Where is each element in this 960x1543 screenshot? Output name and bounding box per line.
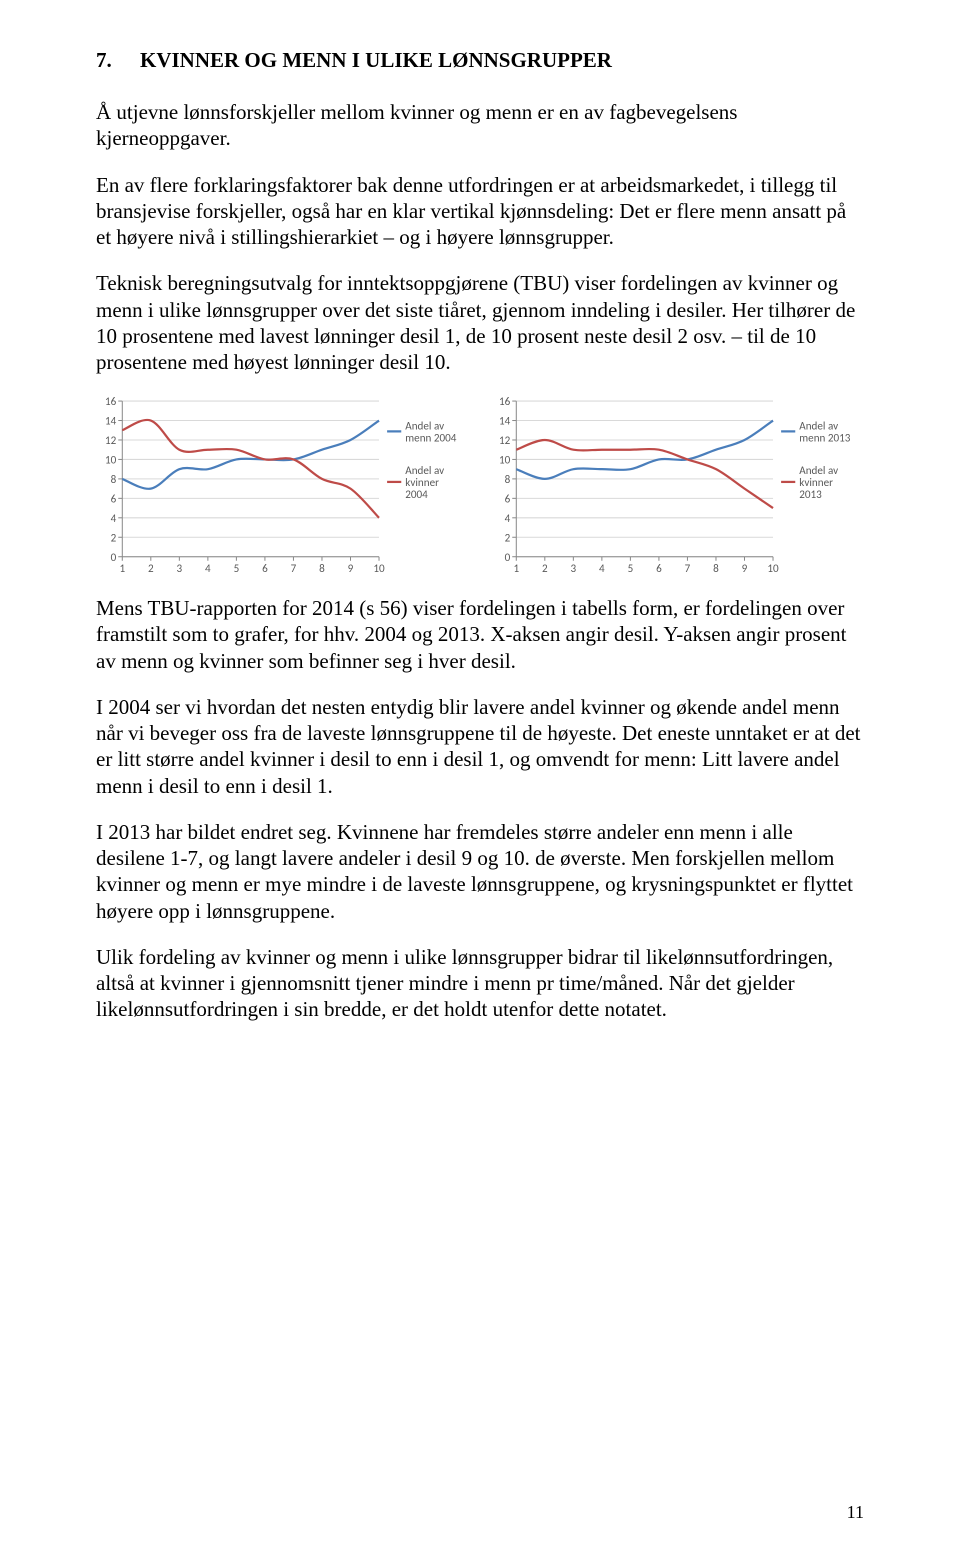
line-chart-svg: 024681012141612345678910Andel avmenn 201… <box>490 395 864 577</box>
x-tick-label: 9 <box>742 561 748 575</box>
x-tick-label: 10 <box>373 561 385 575</box>
y-tick-label: 4 <box>505 511 511 525</box>
x-tick-label: 10 <box>767 561 779 575</box>
chart-2004: 024681012141612345678910Andel avmenn 200… <box>96 395 470 577</box>
paragraph-4: Mens TBU-rapporten for 2014 (s 56) viser… <box>96 595 864 674</box>
page-number: 11 <box>847 1502 864 1523</box>
x-tick-label: 7 <box>685 561 691 575</box>
paragraph-1: Å utjevne lønnsforskjeller mellom kvinne… <box>96 99 864 152</box>
section-heading: 7. KVINNER OG MENN I ULIKE LØNNSGRUPPER <box>96 48 864 73</box>
y-tick-label: 8 <box>505 472 511 486</box>
y-tick-label: 0 <box>505 550 511 564</box>
y-tick-label: 4 <box>111 511 117 525</box>
x-tick-label: 8 <box>713 561 719 575</box>
y-tick-label: 6 <box>505 492 511 506</box>
paragraph-6: I 2013 har bildet endret seg. Kvinnene h… <box>96 819 864 924</box>
y-tick-label: 6 <box>111 492 117 506</box>
x-tick-label: 5 <box>628 561 634 575</box>
paragraph-7: Ulik fordeling av kvinner og menn i ulik… <box>96 944 864 1023</box>
x-tick-label: 6 <box>262 561 268 575</box>
charts-container: 024681012141612345678910Andel avmenn 200… <box>96 395 864 577</box>
x-tick-label: 9 <box>348 561 354 575</box>
x-tick-label: 1 <box>119 561 125 575</box>
y-tick-label: 10 <box>105 453 117 467</box>
y-tick-label: 14 <box>105 414 117 428</box>
y-tick-label: 16 <box>105 395 117 408</box>
y-tick-label: 2 <box>505 531 511 545</box>
legend-label: 2013 <box>799 487 822 501</box>
y-tick-label: 0 <box>111 550 117 564</box>
x-tick-label: 2 <box>542 561 548 575</box>
y-tick-label: 8 <box>111 472 117 486</box>
x-tick-label: 1 <box>513 561 519 575</box>
heading-title: KVINNER OG MENN I ULIKE LØNNSGRUPPER <box>140 48 612 73</box>
line-chart-svg: 024681012141612345678910Andel avmenn 200… <box>96 395 470 577</box>
heading-number: 7. <box>96 48 140 73</box>
x-tick-label: 3 <box>571 561 577 575</box>
y-tick-label: 2 <box>111 531 117 545</box>
x-tick-label: 4 <box>599 561 605 575</box>
paragraph-2: En av flere forklaringsfaktorer bak denn… <box>96 172 864 251</box>
legend-label: menn 2013 <box>799 431 850 445</box>
y-tick-label: 14 <box>499 414 511 428</box>
y-tick-label: 12 <box>499 433 511 447</box>
x-tick-label: 4 <box>205 561 211 575</box>
x-tick-label: 2 <box>148 561 154 575</box>
y-tick-label: 16 <box>499 395 511 408</box>
y-tick-label: 10 <box>499 453 511 467</box>
x-tick-label: 3 <box>177 561 183 575</box>
paragraph-5: I 2004 ser vi hvordan det nesten entydig… <box>96 694 864 799</box>
document-page: 7. KVINNER OG MENN I ULIKE LØNNSGRUPPER … <box>0 0 960 1543</box>
x-tick-label: 6 <box>656 561 662 575</box>
x-tick-label: 8 <box>319 561 325 575</box>
paragraph-3: Teknisk beregningsutvalg for inntektsopp… <box>96 270 864 375</box>
x-tick-label: 5 <box>234 561 240 575</box>
legend-label: 2004 <box>405 487 428 501</box>
chart-2013: 024681012141612345678910Andel avmenn 201… <box>490 395 864 577</box>
x-tick-label: 7 <box>291 561 297 575</box>
y-tick-label: 12 <box>105 433 117 447</box>
legend-label: menn 2004 <box>405 431 456 445</box>
